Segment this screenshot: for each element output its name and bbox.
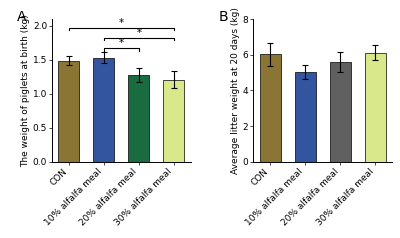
Bar bbox=[128, 75, 150, 162]
Text: *: * bbox=[119, 18, 124, 28]
Bar bbox=[365, 53, 386, 162]
Bar bbox=[164, 79, 184, 162]
Y-axis label: Average litter weight at 20 days (kg): Average litter weight at 20 days (kg) bbox=[231, 7, 240, 174]
Text: *: * bbox=[136, 28, 142, 38]
Bar bbox=[260, 55, 280, 162]
Text: A: A bbox=[17, 10, 27, 25]
Bar bbox=[58, 60, 79, 162]
Text: *: * bbox=[119, 38, 124, 48]
Text: B: B bbox=[218, 10, 228, 25]
Bar bbox=[93, 58, 114, 162]
Y-axis label: The weight of piglets at birth (kg): The weight of piglets at birth (kg) bbox=[21, 14, 30, 167]
Bar bbox=[294, 72, 316, 162]
Bar bbox=[330, 62, 351, 162]
